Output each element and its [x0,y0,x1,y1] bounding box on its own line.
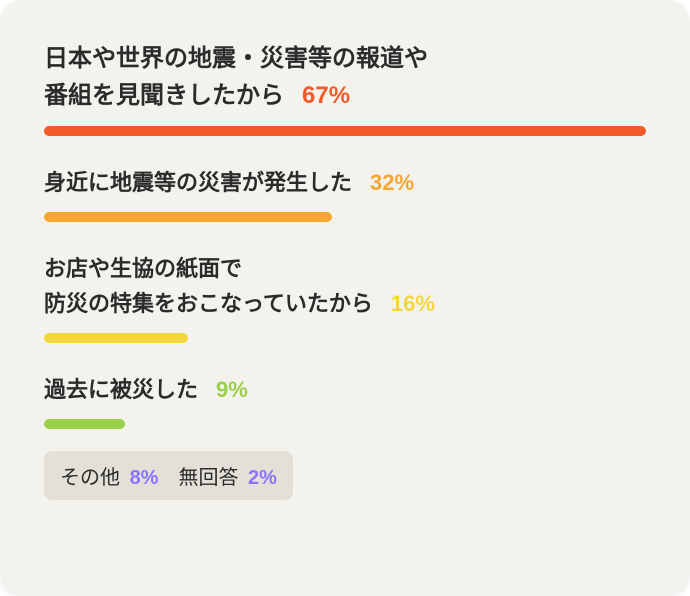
survey-item: 身近に地震等の災害が発生した 32% [44,166,646,222]
item-label-text: 防災の特集をおこなっていたから [44,291,373,316]
bar-track [44,126,646,136]
item-label-text: 身近に地震等の災害が発生した [44,170,352,195]
footer-label: 無回答 [178,467,238,489]
footer-entry-other: その他 8% [60,461,158,490]
item-label-row: お店や生協の紙面で防災の特集をおこなっていたから 16% [44,252,646,320]
bar-fill [44,333,188,343]
item-pct: 9% [216,377,248,402]
item-label-text: 番組を見聞きしたから [44,82,284,109]
bar-track [44,333,646,343]
bar-fill [44,212,332,222]
bar-fill [44,419,125,429]
survey-item: 過去に被災した 9% [44,373,646,429]
bar-track [44,419,646,429]
item-label-text: 日本や世界の地震・災害等の報道や [44,45,428,72]
item-label-text: お店や生協の紙面で [44,256,242,281]
item-label-row: 過去に被災した 9% [44,373,646,407]
item-label-text: 過去に被災した [44,377,198,402]
survey-card: 日本や世界の地震・災害等の報道や番組を見聞きしたから 67% 身近に地震等の災害が発… [0,0,690,596]
item-label-row: 日本や世界の地震・災害等の報道や番組を見聞きしたから 67% [44,40,646,114]
bar-fill [44,126,646,136]
item-pct: 32% [370,170,414,195]
footer-entry-noanswer: 無回答 2% [178,461,276,490]
footer-label: その他 [60,467,120,489]
item-label-row: 身近に地震等の災害が発生した 32% [44,166,646,200]
footer-pct: 2% [248,467,277,489]
item-pct: 67% [302,82,350,109]
footer-box: その他 8% 無回答 2% [44,451,293,500]
footer-pct: 8% [130,467,159,489]
survey-item: お店や生協の紙面で防災の特集をおこなっていたから 16% [44,252,646,342]
item-pct: 16% [391,291,435,316]
survey-item: 日本や世界の地震・災害等の報道や番組を見聞きしたから 67% [44,40,646,136]
bar-track [44,212,646,222]
items-container: 日本や世界の地震・災害等の報道や番組を見聞きしたから 67% 身近に地震等の災害が発… [44,40,646,451]
